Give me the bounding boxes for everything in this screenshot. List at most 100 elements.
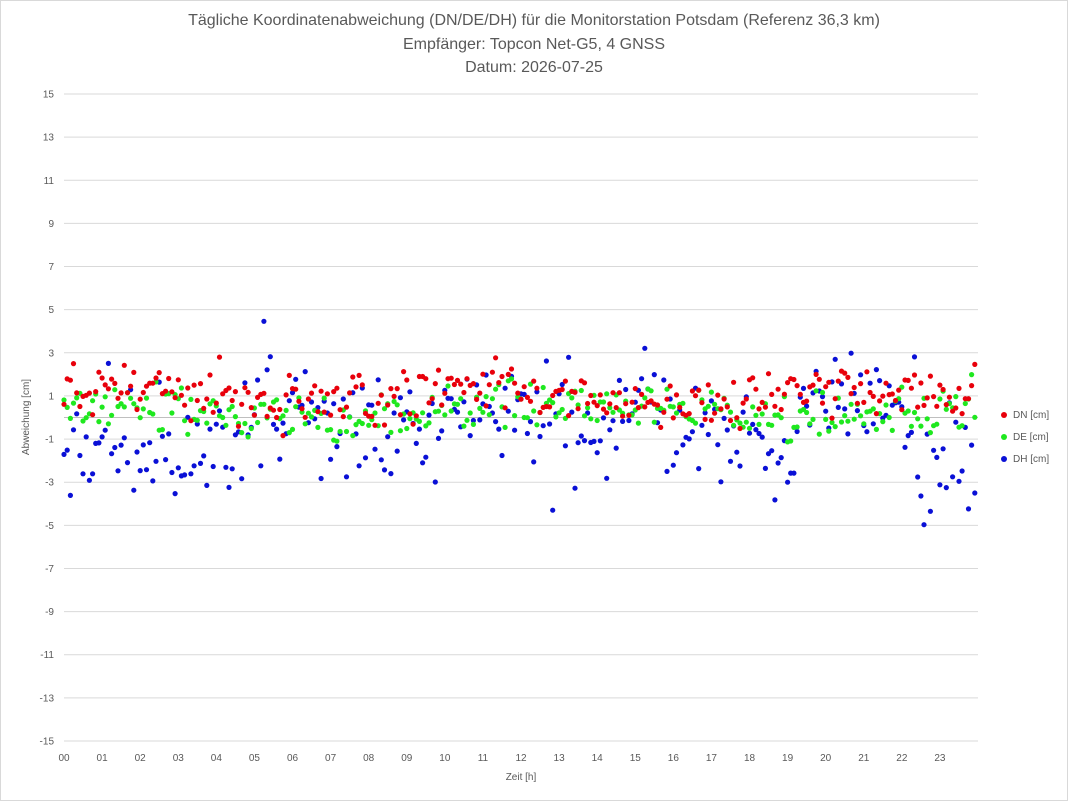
data-point: [159, 427, 165, 433]
data-point: [496, 426, 502, 432]
data-point: [169, 410, 175, 416]
data-point: [251, 412, 257, 418]
data-point: [950, 474, 956, 480]
data-point: [328, 412, 334, 418]
data-point: [394, 448, 400, 454]
data-point: [385, 402, 391, 408]
data-point: [623, 386, 629, 393]
data-point: [435, 408, 442, 414]
data-point: [423, 376, 429, 382]
data-point: [201, 405, 207, 411]
data-point: [331, 401, 337, 407]
data-point: [267, 354, 273, 360]
data-point: [489, 396, 495, 402]
data-point: [651, 372, 657, 378]
data-point: [131, 401, 137, 407]
data-point: [194, 417, 200, 423]
data-point: [99, 434, 105, 440]
data-point: [569, 395, 575, 401]
data-point: [407, 416, 413, 422]
data-point: [308, 390, 315, 396]
chart-subtitle-date: Datum: 2026-07-25: [465, 59, 603, 76]
data-point: [210, 463, 216, 470]
y-axis-label: Abweichung [cm]: [21, 379, 32, 455]
data-point: [235, 423, 242, 429]
data-point: [274, 397, 280, 403]
data-point: [556, 410, 562, 416]
data-point: [648, 398, 654, 404]
data-point: [832, 424, 838, 430]
data-point: [448, 375, 454, 381]
x-tick-label: 07: [325, 753, 337, 764]
data-point: [140, 442, 146, 448]
data-point: [321, 395, 327, 401]
data-point: [826, 379, 832, 385]
data-point: [858, 372, 864, 378]
data-point: [832, 356, 838, 362]
data-point: [70, 427, 77, 433]
data-point: [702, 416, 708, 422]
data-point: [315, 424, 321, 430]
data-point: [692, 393, 699, 399]
data-point: [594, 450, 600, 456]
data-point: [74, 390, 80, 396]
y-tick-label: -3: [45, 478, 54, 489]
data-point: [426, 400, 432, 406]
data-point: [769, 448, 775, 454]
data-point: [232, 414, 238, 420]
data-point: [61, 451, 67, 457]
data-point: [353, 384, 359, 390]
data-point: [778, 415, 784, 421]
data-point: [566, 413, 572, 419]
y-tick-label: 1: [48, 391, 54, 402]
data-point: [67, 377, 73, 383]
data-point: [756, 430, 762, 437]
data-point: [334, 438, 340, 444]
data-point: [600, 415, 607, 421]
data-point: [727, 458, 734, 464]
data-point: [115, 468, 121, 474]
data-point: [124, 460, 131, 466]
data-point: [883, 380, 889, 386]
data-point: [756, 421, 762, 427]
data-point: [642, 404, 648, 410]
data-point: [150, 478, 156, 484]
data-point: [959, 423, 965, 429]
data-point: [670, 462, 676, 468]
data-point: [559, 381, 565, 388]
data-point: [765, 371, 772, 377]
data-point: [626, 412, 632, 418]
data-point: [280, 420, 286, 426]
data-point: [413, 440, 419, 446]
data-point: [432, 381, 438, 387]
data-point: [118, 401, 124, 407]
data-point: [77, 452, 83, 459]
data-point: [331, 389, 337, 395]
data-point: [613, 445, 619, 451]
data-point: [959, 468, 965, 474]
data-point: [816, 376, 822, 382]
data-point: [680, 442, 686, 448]
data-point: [848, 401, 854, 407]
data-point: [734, 449, 740, 455]
data-point: [597, 392, 603, 398]
data-point: [337, 407, 343, 413]
data-point: [778, 455, 784, 461]
data-point: [880, 419, 886, 425]
data-point: [708, 389, 715, 395]
data-point: [829, 415, 835, 421]
data-point: [163, 457, 169, 463]
data-point: [743, 419, 749, 425]
data-point: [70, 400, 77, 406]
data-point: [166, 375, 172, 382]
data-point: [661, 409, 667, 415]
data-point: [870, 393, 876, 399]
data-point: [965, 396, 972, 402]
data-point: [105, 421, 111, 427]
data-point: [150, 411, 156, 417]
data-point: [794, 383, 800, 389]
data-point: [493, 419, 499, 425]
x-tick-label: 11: [478, 753, 489, 764]
data-point: [696, 466, 702, 472]
data-point: [90, 412, 96, 418]
